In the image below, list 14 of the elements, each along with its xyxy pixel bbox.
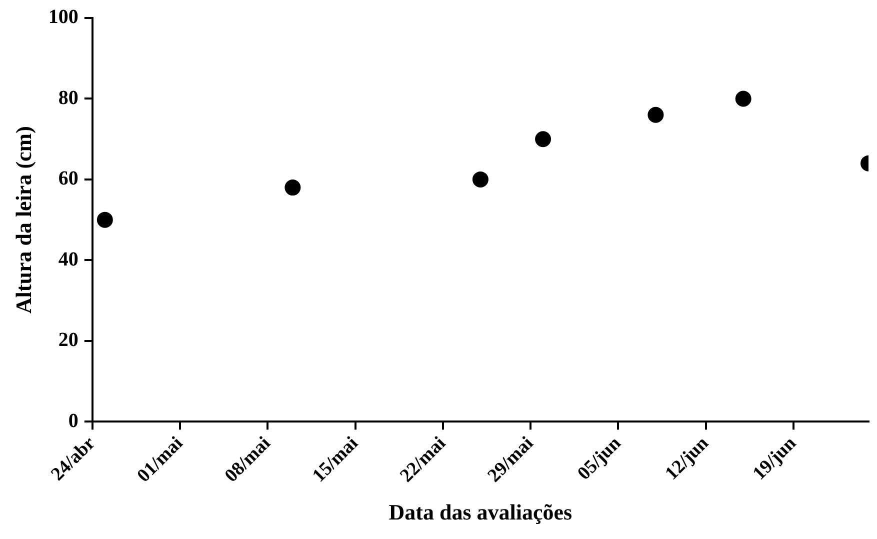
y-tick-label: 40 — [58, 248, 78, 270]
point — [648, 106, 664, 123]
point — [735, 90, 752, 107]
x-axis-title: Data das avaliações — [388, 499, 573, 524]
point — [535, 131, 552, 148]
point — [96, 212, 113, 228]
y-tick-label: 20 — [58, 329, 78, 352]
y-tick-label: 100 — [48, 6, 78, 28]
point — [472, 171, 488, 188]
y-tick-label: 60 — [58, 168, 78, 190]
point — [284, 180, 301, 196]
y-tick-label: 80 — [58, 86, 78, 109]
y-tick-label: 0 — [68, 410, 78, 432]
y-axis-title: Altura da leira (cm) — [10, 126, 36, 314]
